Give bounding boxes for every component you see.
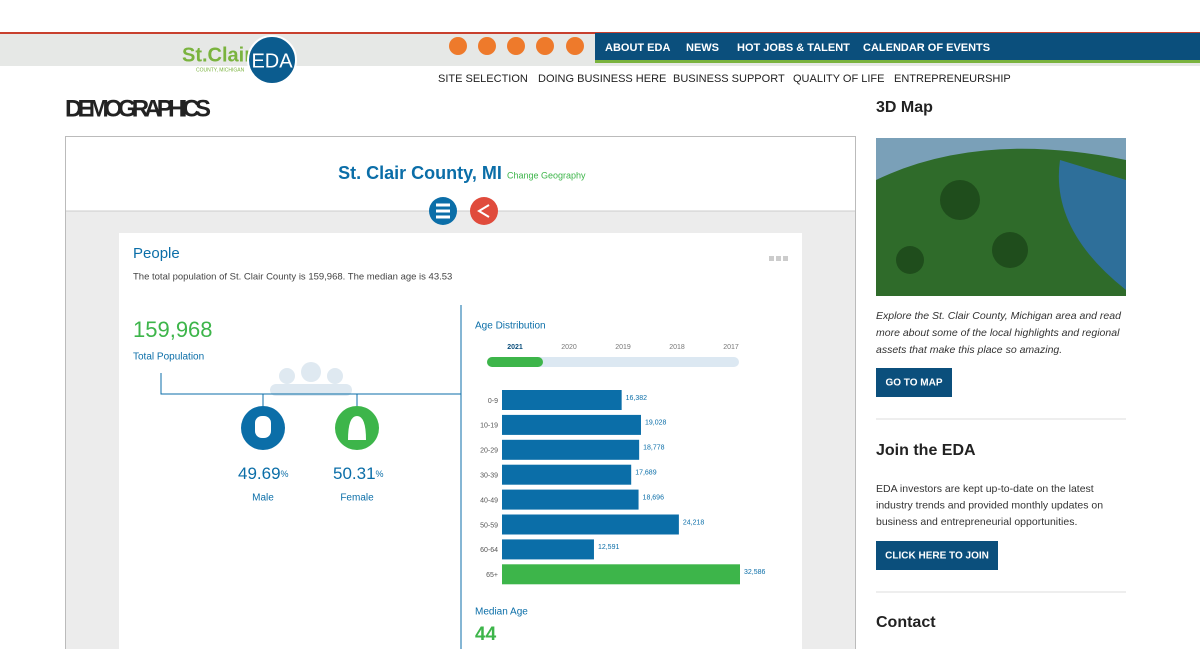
join-button[interactable] [876,541,998,570]
main-nav-item[interactable]: QUALITY OF LIFE [793,73,885,85]
join-button-text: CLICK HERE TO JOIN [885,551,989,562]
card-summary: The total population of St. Clair County… [133,272,452,283]
bar [502,514,679,535]
geography: St. Clair County, MI [338,163,502,183]
youtube[interactable] [507,37,525,55]
bar-category: 50-59 [480,522,498,529]
year-track [487,357,739,367]
female-percent: 50.31% [333,464,384,483]
map-button-text: GO TO MAP [885,378,942,389]
search[interactable] [566,37,584,55]
bar-category: 30-39 [480,473,498,480]
linkedin[interactable] [536,37,554,55]
bar-value-label: 18,696 [643,494,665,501]
bar-category: 0-9 [488,398,498,405]
age-title: Age Distribution [475,321,546,332]
bar-value-label: 12,591 [598,544,620,551]
bar-category: 40-49 [480,497,498,504]
connector [160,373,461,406]
main-nav-item[interactable]: DOING BUSINESS HERE [538,73,666,85]
bar [502,439,640,460]
year-tab[interactable]: 2017 [723,344,739,351]
twitter[interactable] [478,37,496,55]
bar-category: 60-64 [480,547,498,554]
bar-category: 65+ [486,572,498,579]
bar [502,489,639,510]
female-face [348,416,366,440]
main-nav-item[interactable]: ENTREPRENEURSHIP [894,73,1011,85]
card-menu[interactable] [769,256,788,261]
bar-category: 10-19 [480,423,498,430]
map-title: 3D Map [876,99,933,116]
year-tab[interactable]: 2021 [507,344,523,351]
male-label: Male [252,493,274,504]
main-nav-item[interactable]: SITE SELECTION [438,73,528,85]
median-age: 44 [475,624,497,645]
bar-value-label: 24,218 [683,519,705,526]
main-nav-item[interactable]: BUSINESS SUPPORT [673,73,785,85]
card-title: People [133,245,180,262]
female-label: Female [340,493,374,504]
total-label: Total Population [133,352,204,363]
bar [502,390,622,410]
facebook[interactable] [449,37,467,55]
join-text-line: industry trends and provided monthly upd… [876,499,1103,511]
bar [502,414,641,435]
top-nav-item[interactable]: CALENDAR OF EVENTS [863,42,990,54]
total-population: 159,968 [133,317,213,342]
map-text-line: more about some of the local highlights … [876,327,1120,339]
share-button[interactable] [470,197,498,225]
median-age-label: Median Age [475,607,528,618]
bar [502,464,632,485]
bar [502,564,740,585]
map-button[interactable] [876,368,952,397]
bar-value-label: 32,586 [744,569,766,576]
bar-value-label: 16,382 [626,395,648,402]
share-icon [477,204,490,218]
logo-name: St.Clair [182,44,252,66]
male-face [255,416,271,438]
people-icon [270,362,352,396]
page-title: DEMOGRAPHICS [65,95,211,122]
bar-value-label: 19,028 [645,420,667,427]
logo-badge-text: EDA [251,50,293,72]
logo-sub: COUNTY, MICHIGAN [196,67,245,73]
map-trees [896,180,1028,274]
bar-value-label: 18,778 [643,445,665,452]
join-text-line: business and entrepreneurial opportuniti… [876,516,1077,528]
year-tab[interactable]: 2020 [561,344,577,351]
change-geography[interactable]: Change Geography [507,170,586,180]
year-tab[interactable]: 2018 [669,344,685,351]
male-percent: 49.69% [238,464,289,483]
bar [502,539,594,560]
contact-title: Contact [876,614,936,631]
top-nav-bar [595,33,1200,61]
social-icons [449,37,584,55]
nav-accent [595,60,1200,63]
year-tab[interactable]: 2019 [615,344,631,351]
top-nav-item[interactable]: ABOUT EDA [605,42,670,54]
map-river [1058,160,1126,290]
map-text-line: assets that make this place so amazing. [876,344,1062,356]
join-text-line: EDA investors are kept up-to-date on the… [876,483,1094,495]
widget-header [66,137,855,211]
top-nav-item[interactable]: HOT JOBS & TALENT [737,42,850,54]
map-sky [876,138,1126,180]
map-text-line: Explore the St. Clair County, Michigan a… [876,310,1122,322]
bar-category: 20-29 [480,448,498,455]
menu-icon [436,203,450,219]
logo-badge[interactable] [247,35,297,85]
join-title: Join the EDA [876,442,976,459]
top-nav-item[interactable]: NEWS [686,42,719,54]
bar-value-label: 17,689 [635,470,657,477]
year-progress [487,357,543,367]
